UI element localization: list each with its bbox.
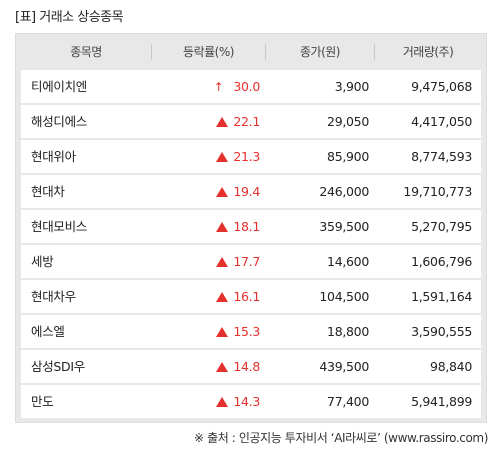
table-row: 해성디에스 22.1 29,050 4,417,050 <box>21 105 481 138</box>
trading-volume: 9,475,068 <box>411 79 472 94</box>
change-rate-value: 14.8 <box>233 359 260 374</box>
trading-volume: 5,941,899 <box>411 394 472 409</box>
table-title: [표] 거래소 상승종목 <box>15 10 124 25</box>
change-rate: 18.1 <box>161 210 260 243</box>
stock-table: 종목명 등락률(%) 종가(원) 거래량(주) 티에이치엔 ↑ 30.0 3,900 9… <box>15 33 487 423</box>
closing-price: 85,900 <box>327 149 369 164</box>
stock-name: 티에이치엔 <box>31 79 88 94</box>
closing-price: 3,900 <box>334 79 370 94</box>
trading-volume: 1,606,796 <box>411 254 472 269</box>
up-triangle-icon <box>216 327 229 337</box>
header-volume: 거래량(주) <box>402 45 454 59</box>
source-note: ※ 출처 : 인공지능 투자비서 ‘AI라씨로’ (www.rassiro.co… <box>194 431 488 445</box>
change-rate-value: 15.3 <box>233 324 260 339</box>
stock-name: 삼성SDI우 <box>31 359 85 374</box>
table-row: 티에이치엔 ↑ 30.0 3,900 9,475,068 <box>21 70 481 103</box>
change-rate-value: 18.1 <box>233 219 260 234</box>
table-row: 에스엘 15.3 18,800 3,590,555 <box>21 315 481 348</box>
change-rate: 17.7 <box>161 245 260 278</box>
up-triangle-icon <box>216 362 229 372</box>
change-rate-value: 19.4 <box>233 184 260 199</box>
table-row: 세방 17.7 14,600 1,606,796 <box>21 245 481 278</box>
closing-price: 77,400 <box>327 394 369 409</box>
table-row: 현대위아 21.3 85,900 8,774,593 <box>21 140 481 173</box>
trading-volume: 1,591,164 <box>411 289 472 304</box>
trading-volume: 3,590,555 <box>411 324 472 339</box>
stock-name: 현대차 <box>31 184 65 199</box>
change-rate-value: 22.1 <box>233 114 260 129</box>
stock-name: 현대위아 <box>31 149 76 164</box>
change-rate-value: 16.1 <box>233 289 260 304</box>
stock-name: 현대모비스 <box>31 219 88 234</box>
up-triangle-icon <box>216 292 229 302</box>
table-row: 만도 14.3 77,400 5,941,899 <box>21 385 481 418</box>
table-row: 현대모비스 18.1 359,500 5,270,795 <box>21 210 481 243</box>
change-rate-value: 21.3 <box>233 149 260 164</box>
closing-price: 246,000 <box>319 184 369 199</box>
change-rate-value: 17.7 <box>233 254 260 269</box>
stock-name: 만도 <box>31 394 54 409</box>
closing-price: 104,500 <box>319 289 369 304</box>
closing-price: 29,050 <box>327 114 369 129</box>
trading-volume: 8,774,593 <box>411 149 472 164</box>
closing-price: 439,500 <box>319 359 369 374</box>
change-rate: ↑ 30.0 <box>161 70 261 103</box>
up-triangle-icon <box>216 222 229 232</box>
change-rate: 19.4 <box>161 175 260 208</box>
trading-volume: 98,840 <box>430 359 472 374</box>
header-rate: 등락률(%) <box>183 45 234 59</box>
change-rate: 15.3 <box>161 315 260 348</box>
change-rate: 16.1 <box>161 280 260 313</box>
header-name: 종목명 <box>70 45 102 59</box>
header-divider <box>374 44 375 60</box>
table-row: 현대차우 16.1 104,500 1,591,164 <box>21 280 481 313</box>
trading-volume: 5,270,795 <box>411 219 472 234</box>
table-row: 현대차 19.4 246,000 19,710,773 <box>21 175 481 208</box>
up-triangle-icon <box>216 152 229 162</box>
change-rate: 14.8 <box>161 350 260 383</box>
change-rate-value: 14.3 <box>233 394 260 409</box>
table-header: 종목명 등락률(%) 종가(원) 거래량(주) <box>21 37 481 67</box>
trading-volume: 19,710,773 <box>403 184 472 199</box>
trading-volume: 4,417,050 <box>411 114 472 129</box>
closing-price: 359,500 <box>319 219 369 234</box>
stock-name: 에스엘 <box>31 324 65 339</box>
up-triangle-icon <box>216 187 229 197</box>
table-row: 삼성SDI우 14.8 439,500 98,840 <box>21 350 481 383</box>
stock-name: 해성디에스 <box>31 114 88 129</box>
up-triangle-icon <box>216 257 229 267</box>
change-rate: 21.3 <box>161 140 260 173</box>
closing-price: 18,800 <box>327 324 369 339</box>
closing-price: 14,600 <box>327 254 369 269</box>
header-divider <box>151 44 152 60</box>
stock-name: 세방 <box>31 254 54 269</box>
change-rate: 22.1 <box>161 105 260 138</box>
stock-name: 현대차우 <box>31 289 76 304</box>
upper-limit-arrow-icon: ↑ <box>213 80 224 94</box>
change-rate: 14.3 <box>161 385 260 418</box>
up-triangle-icon <box>216 397 229 407</box>
up-triangle-icon <box>216 117 229 127</box>
header-divider <box>265 44 266 60</box>
header-price: 종가(원) <box>300 45 340 59</box>
change-rate-value: 30.0 <box>233 79 260 94</box>
